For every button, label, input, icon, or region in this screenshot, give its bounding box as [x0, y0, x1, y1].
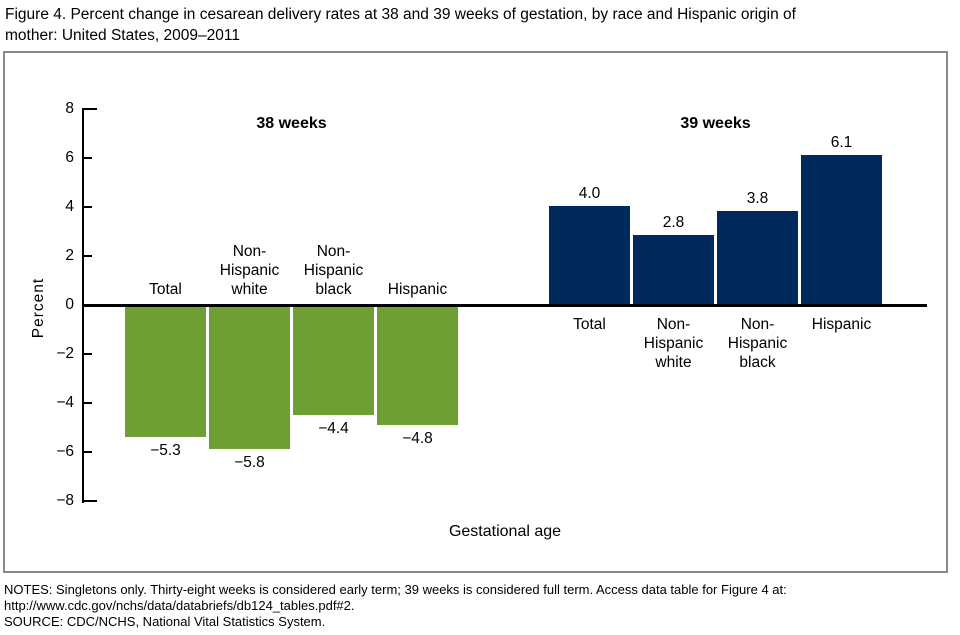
y-tick-mark-2 — [82, 353, 92, 355]
category-label-38-weeks-total: Total — [149, 281, 182, 298]
figure-title: Figure 4. Percent change in cesarean del… — [5, 6, 796, 44]
y-tick-label-2: −2 — [56, 345, 74, 362]
value-label-38-weeks-non-hispanic-black: −4.4 — [318, 420, 349, 437]
group-title-39-weeks: 39 weeks — [680, 115, 751, 132]
category-label-39-weeks-non-hispanic-black: Non- Hispanic black — [727, 316, 788, 371]
y-tick-mark-4 — [82, 402, 92, 404]
y-tick-label-8: −8 — [56, 492, 74, 509]
value-label-38-weeks-total: −5.3 — [150, 442, 181, 459]
bar-39-weeks-non-hispanic-white — [633, 235, 714, 304]
value-label-39-weeks-total: 4.0 — [578, 185, 601, 202]
chart-frame: Percent Gestational age 8 6 4 2 0 −2 −4 −6 −8 38 … — [3, 51, 948, 573]
bar-39-weeks-non-hispanic-black — [717, 211, 798, 304]
bar-38-weeks-non-hispanic-black — [293, 307, 374, 415]
category-label-38-weeks-hispanic: Hispanic — [387, 281, 448, 298]
notes-text: NOTES: Singletons only. Thirty-eight wee… — [4, 582, 787, 613]
category-label-39-weeks-hispanic: Hispanic — [811, 316, 872, 333]
category-label-39-weeks-non-hispanic-white: Non- Hispanic white — [643, 316, 704, 371]
bar-38-weeks-total — [125, 307, 206, 437]
value-label-39-weeks-non-hispanic-white: 2.8 — [662, 214, 685, 231]
y-tick-mark-4 — [82, 206, 92, 208]
value-label-38-weeks-hispanic: −4.8 — [402, 430, 433, 447]
y-tick-label-6: −6 — [56, 443, 74, 460]
group-title-38-weeks: 38 weeks — [256, 115, 327, 132]
value-label-39-weeks-non-hispanic-black: 3.8 — [746, 190, 769, 207]
bar-39-weeks-hispanic — [801, 155, 882, 304]
bar-38-weeks-hispanic — [377, 307, 458, 425]
y-tick-label-2: 2 — [65, 247, 74, 264]
y-tick-mark-8 — [82, 108, 97, 110]
x-axis-label: Gestational age — [448, 523, 562, 540]
y-tick-label-4: 4 — [65, 198, 74, 215]
y-tick-mark-6 — [82, 451, 92, 453]
y-tick-mark-6 — [82, 157, 92, 159]
value-label-39-weeks-hispanic: 6.1 — [830, 134, 853, 151]
y-tick-label-6: 6 — [65, 149, 74, 166]
bar-39-weeks-total — [549, 206, 630, 304]
y-tick-label-8: 8 — [65, 100, 74, 117]
y-tick-label-4: −4 — [56, 394, 74, 411]
source-text: SOURCE: CDC/NCHS, National Vital Statist… — [4, 614, 326, 629]
category-label-39-weeks-total: Total — [573, 316, 606, 333]
y-tick-label-0: 0 — [65, 296, 74, 313]
y-tick-mark-8 — [82, 500, 97, 502]
category-label-38-weeks-non-hispanic-white: Non- Hispanic white — [219, 243, 280, 298]
y-tick-mark-2 — [82, 255, 92, 257]
zero-baseline — [82, 304, 927, 307]
category-label-38-weeks-non-hispanic-black: Non- Hispanic black — [303, 243, 364, 298]
value-label-38-weeks-non-hispanic-white: −5.8 — [234, 454, 265, 471]
bar-38-weeks-non-hispanic-white — [209, 307, 290, 449]
